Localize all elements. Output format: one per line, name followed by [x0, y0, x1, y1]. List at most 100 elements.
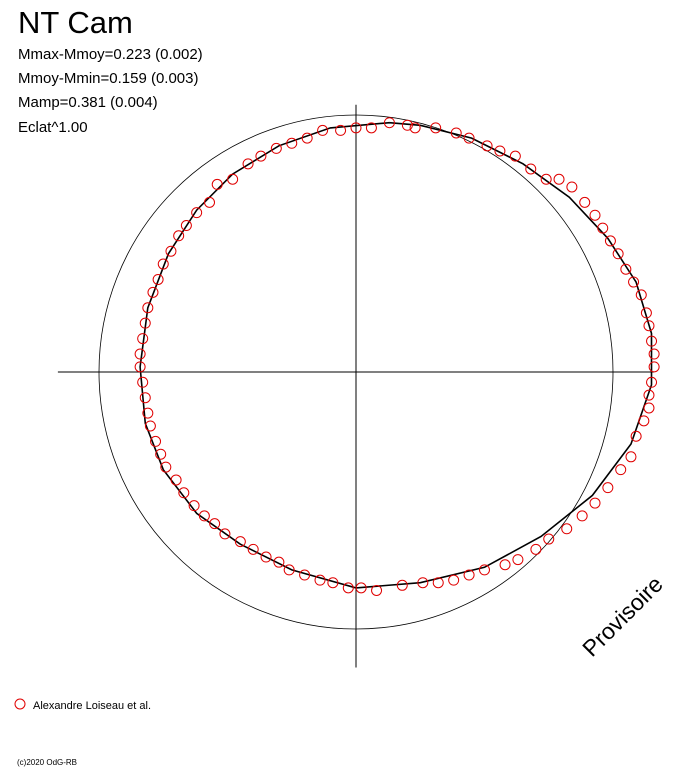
data-point	[463, 569, 475, 581]
data-point	[625, 451, 637, 463]
reference-circle	[98, 114, 614, 630]
data-point	[401, 119, 413, 131]
data-point	[255, 150, 267, 162]
data-point	[396, 579, 408, 591]
data-point	[191, 207, 203, 219]
data-point	[234, 536, 246, 548]
data-point	[286, 137, 298, 149]
data-point	[450, 127, 462, 139]
data-point	[260, 551, 272, 563]
data-point	[635, 289, 647, 301]
data-point	[371, 584, 383, 596]
data-point	[620, 263, 632, 275]
data-point	[365, 122, 377, 134]
data-point	[638, 415, 650, 427]
annotation: Mmoy-Mmin=0.159 (0.003)	[18, 70, 198, 87]
data-point	[648, 361, 660, 373]
data-point	[628, 276, 640, 288]
data-point	[530, 543, 542, 555]
data-point	[211, 178, 223, 190]
data-point	[152, 273, 164, 285]
data-point	[139, 317, 151, 329]
data-point	[142, 302, 154, 314]
data-point	[566, 181, 578, 193]
legend-label: Alexandre Loiseau et al.	[33, 700, 151, 712]
data-point	[597, 222, 609, 234]
data-point	[160, 461, 172, 473]
data-point	[134, 348, 146, 360]
annotation: Mmax-Mmoy=0.223 (0.002)	[18, 46, 203, 63]
data-point	[247, 543, 259, 555]
data-point	[327, 577, 339, 589]
data-point	[137, 333, 149, 345]
chart-title: NT Cam	[18, 5, 133, 40]
annotation: Eclat^1.00	[18, 119, 88, 136]
data-point	[301, 132, 313, 144]
data-point	[173, 230, 185, 242]
data-point	[646, 335, 658, 347]
data-point	[525, 163, 537, 175]
data-point	[150, 435, 162, 447]
data-point	[314, 574, 326, 586]
legend-marker	[14, 698, 26, 710]
data-point	[188, 500, 200, 512]
data-point	[155, 448, 167, 460]
data-point	[589, 497, 601, 509]
data-point	[540, 173, 552, 185]
data-point	[512, 554, 524, 566]
data-point	[137, 376, 149, 388]
data-point	[509, 150, 521, 162]
data-point	[561, 523, 573, 535]
data-point	[615, 464, 627, 476]
data-point	[409, 122, 421, 134]
data-point	[432, 577, 444, 589]
data-point	[648, 348, 660, 360]
data-point	[479, 564, 490, 576]
data-point	[180, 220, 192, 232]
data-point	[543, 533, 555, 545]
data-point	[142, 407, 154, 419]
data-point	[355, 582, 367, 594]
data-point	[178, 487, 190, 499]
data-point	[643, 402, 655, 414]
data-point	[165, 245, 177, 257]
data-point	[335, 124, 347, 136]
data-point	[283, 564, 295, 576]
data-point	[270, 142, 282, 154]
data-point	[144, 420, 156, 432]
data-point	[643, 389, 655, 401]
data-point	[417, 577, 429, 589]
data-point	[448, 574, 460, 586]
data-point	[602, 482, 614, 494]
data-point	[198, 510, 210, 522]
data-point	[170, 474, 182, 486]
data-point	[589, 209, 601, 221]
data-point	[350, 122, 362, 134]
data-point	[494, 145, 506, 157]
data-point	[646, 376, 658, 388]
data-point	[481, 140, 493, 152]
data-point	[204, 196, 216, 208]
data-point	[612, 248, 624, 260]
data-point	[553, 173, 565, 185]
data-point	[209, 518, 221, 530]
footer: (c)2020 OdG-RB	[17, 758, 77, 767]
data-point	[499, 559, 511, 571]
data-point	[317, 124, 329, 136]
data-point	[219, 528, 231, 540]
data-point	[139, 392, 151, 404]
data-point	[342, 582, 354, 594]
data-point	[134, 361, 146, 373]
data-point	[383, 117, 395, 129]
data-point	[579, 196, 591, 208]
data-point	[227, 173, 239, 185]
data-point	[273, 556, 285, 568]
data-point	[630, 430, 642, 442]
data-point	[242, 158, 254, 170]
data-point	[604, 235, 616, 247]
data-point	[463, 132, 475, 144]
data-point	[643, 320, 655, 332]
data-point	[430, 122, 442, 134]
